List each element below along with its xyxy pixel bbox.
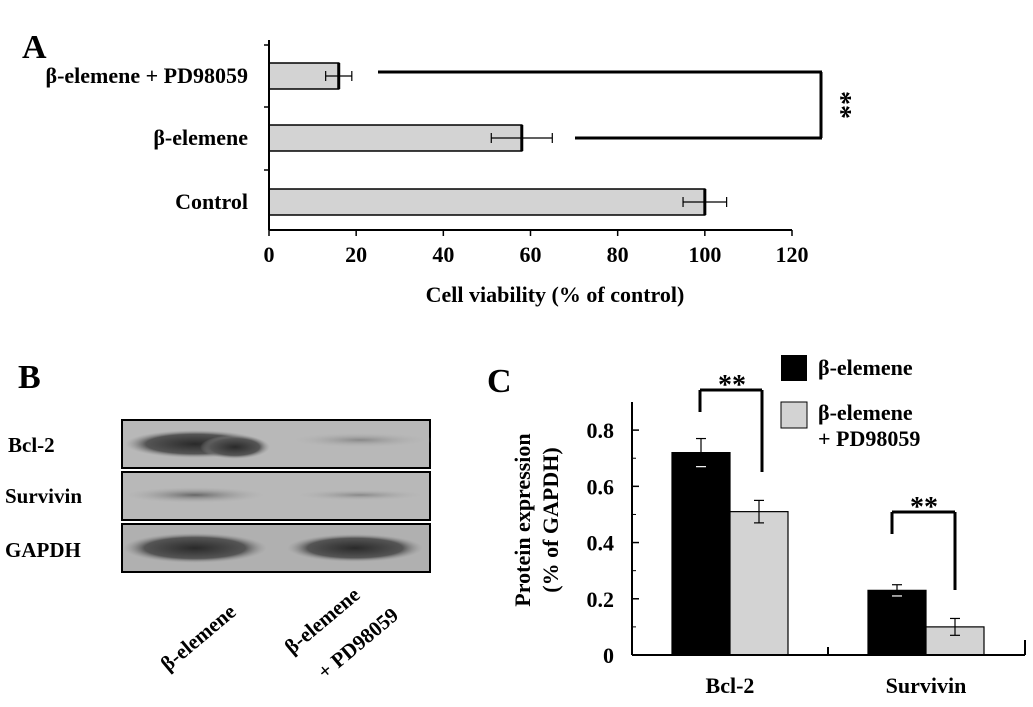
panel-c-significance-brackets (698, 388, 957, 590)
panel-a-bar-elemene (268, 124, 523, 152)
panel-c-letter: C (487, 363, 512, 400)
panel-a-x-tick-label: 80 (607, 242, 629, 267)
panel-a-category-label-elemene: β-elemene (153, 125, 248, 150)
panel-c-category-label-survivin: Survivin (886, 673, 967, 698)
panel-a-x-tick-label: 40 (432, 242, 454, 267)
panel-c-y-tick-label: 0.8 (587, 418, 615, 443)
panel-c-category-labels: Bcl-2 Survivin (706, 673, 967, 698)
panel-a-significance-mark: ** (825, 91, 856, 119)
panel-a-x-tick-label: 120 (776, 242, 809, 267)
blot-survivin (121, 471, 431, 521)
panel-c-y-tick-label: 0.4 (587, 531, 615, 556)
blot-label-survivin: Survivin (5, 484, 82, 508)
panel-c-significance-survivin: ** (910, 492, 938, 523)
panel-c-y-label-line1: Protein expression (510, 433, 535, 606)
panel-c-significance-bcl2: ** (718, 370, 746, 401)
panel-c-y-label-line2: (% of GAPDH) (538, 447, 563, 592)
panel-a: A 0 20 40 60 80 100 120 β-elemene + PD98059β-e… (22, 29, 856, 307)
panel-b-letter: B (18, 359, 41, 396)
panel-a-category-label-control: Control (175, 189, 248, 214)
legend-label-combo-line1: β-elemene (818, 400, 913, 425)
panel-c-y-tick-label: 0.6 (587, 474, 615, 499)
panel-a-x-axis: 0 20 40 60 80 100 120 (264, 40, 809, 267)
panel-a-significance-bracket (378, 70, 823, 140)
panel-a-x-tick-label: 100 (688, 242, 721, 267)
panel-c-bar-bcl-2-series-2 (729, 511, 789, 656)
panel-a-letter: A (22, 29, 47, 66)
panel-b: B (5, 359, 435, 684)
panel-a-x-tick-label: 60 (520, 242, 542, 267)
panel-c-bars (671, 437, 985, 656)
legend-label-beta-elemene: β-elemene (818, 355, 913, 380)
panel-c-category-label-bcl-2: Bcl-2 (706, 673, 755, 698)
blot-bcl2 (121, 419, 435, 469)
panel-c-bar-bcl-2-series-1 (671, 452, 731, 656)
panel-a-x-tick-label: 0 (264, 242, 275, 267)
panel-c-legend: β-elemene β-elemene + PD98059 (780, 355, 920, 451)
legend-swatch-beta-elemene (781, 355, 807, 381)
panel-a-category-labels: β-elemene + PD98059 β-elemene Control (45, 63, 248, 214)
panel-a-bars (268, 62, 728, 216)
panel-a-x-label: Cell viability (% of control) (426, 282, 685, 307)
panel-c-y-tick-label: 0.2 (587, 587, 615, 612)
lane-label-beta-elemene: β-elemene (156, 599, 241, 675)
panel-a-x-tick-label: 20 (345, 242, 367, 267)
blot-gapdh (121, 523, 431, 573)
blot-label-gapdh: GAPDH (5, 538, 81, 562)
panel-c: C Protein expression (% of GAPDH) 0 0.2 0.… (487, 355, 1026, 698)
panel-c-axes: 0 0.2 0.4 0.6 0.8 (587, 402, 1026, 668)
panel-a-category-label-elemene-pd98059: β-elemene + PD98059 (45, 63, 248, 88)
panel-a-bar-control (268, 188, 706, 216)
panel-c-y-tick-label: 0 (603, 643, 614, 668)
blot-label-bcl2: Bcl-2 (8, 433, 55, 457)
legend-swatch-combo (780, 401, 808, 429)
legend-label-combo-line2: + PD98059 (818, 426, 920, 451)
panel-c-bar-survivin-series-1 (867, 589, 927, 656)
